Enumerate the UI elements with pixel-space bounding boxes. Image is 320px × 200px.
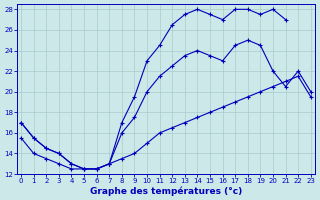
X-axis label: Graphe des températures (°c): Graphe des températures (°c) <box>90 186 242 196</box>
